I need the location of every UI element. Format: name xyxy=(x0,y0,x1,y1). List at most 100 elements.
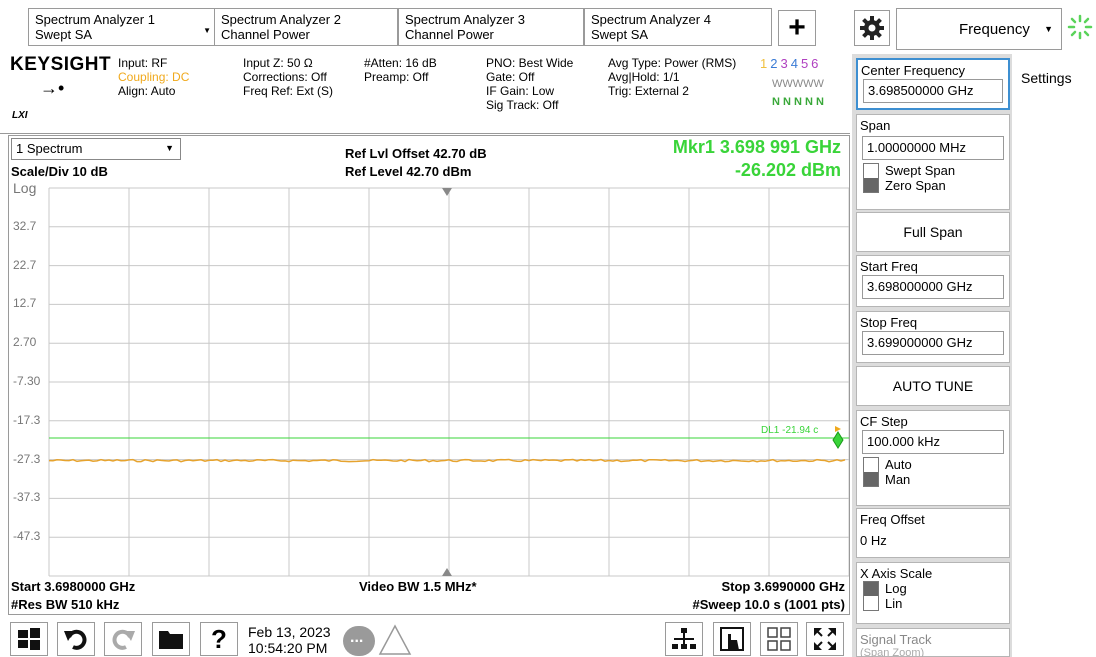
window-select[interactable]: 1 Spectrum ▼ xyxy=(11,138,181,160)
input-settings[interactable]: Input: RF Coupling: DC Align: Auto xyxy=(118,56,190,98)
maximize-button[interactable] xyxy=(806,622,844,656)
tab-spectrum-analyzer-4[interactable]: Spectrum Analyzer 4 Swept SA xyxy=(584,8,772,46)
chevron-down-icon: ▼ xyxy=(165,143,174,153)
softkey-panel: Center Frequency 3.698500000 GHz Span 1.… xyxy=(852,54,1012,657)
redo-button[interactable] xyxy=(104,622,142,656)
tab-spectrum-analyzer-2[interactable]: Spectrum Analyzer 2 Channel Power xyxy=(214,8,398,46)
auto-tune-button[interactable]: AUTO TUNE xyxy=(856,366,1010,406)
signal-track-softkey[interactable]: Signal Track (Span Zoom) xyxy=(856,628,1010,657)
trace-numbers[interactable]: 123456 xyxy=(760,56,822,71)
start-freq-softkey[interactable]: Start Freq 3.698000000 GHz xyxy=(856,255,1010,307)
center-marker-top-icon xyxy=(442,188,452,196)
cf-step-field[interactable]: 100.000 kHz xyxy=(862,430,1004,454)
trace-types: WWWWW xyxy=(772,78,824,90)
message-icon[interactable]: ... xyxy=(343,626,375,656)
settings-gear-button[interactable] xyxy=(854,10,890,46)
sweep-time[interactable]: #Sweep 10.0 s (1001 pts) xyxy=(692,597,845,612)
add-screen-button[interactable]: + xyxy=(778,10,816,46)
atten-settings[interactable]: #Atten: 16 dB Preamp: Off xyxy=(364,56,437,84)
file-manager-button[interactable] xyxy=(152,622,190,656)
start-freq-field[interactable]: 3.698000000 GHz xyxy=(862,275,1004,299)
folder-icon xyxy=(159,631,183,649)
redo-icon xyxy=(112,629,135,650)
windows-start-button[interactable] xyxy=(10,622,48,656)
start-frequency[interactable]: Start 3.6980000 GHz xyxy=(11,579,136,594)
scale-div: Scale/Div 10 dB xyxy=(11,164,108,179)
warning-triangle-icon[interactable] xyxy=(378,624,412,656)
tab-title: Spectrum Analyzer 2 xyxy=(221,12,341,27)
freq-offset-value: 0 Hz xyxy=(860,533,887,548)
y-tick-label: 2.70 xyxy=(13,335,37,350)
stop-freq-softkey[interactable]: Stop Freq 3.699000000 GHz xyxy=(856,311,1010,363)
input-connector-icon: →• xyxy=(40,78,65,98)
span-field[interactable]: 1.00000000 MHz xyxy=(862,136,1004,160)
center-frequency-softkey[interactable]: Center Frequency 3.698500000 GHz xyxy=(856,58,1010,110)
spectrum-window[interactable]: 1 Spectrum ▼ Ref Lvl Offset 42.70 dB Ref… xyxy=(8,135,850,615)
stop-freq-field[interactable]: 3.699000000 GHz xyxy=(862,331,1004,355)
touch-lock-button[interactable] xyxy=(713,622,751,656)
y-tick-label: -7.30 xyxy=(13,374,41,388)
menu-label: Frequency xyxy=(959,20,1030,38)
y-tick-label: 22.7 xyxy=(13,257,37,272)
display-line-label: DL1 -21.94 c xyxy=(761,425,819,436)
cf-step-softkey[interactable]: CF Step 100.000 kHz Auto Man xyxy=(856,410,1010,506)
date-time: Feb 13, 2023 10:54:20 PM xyxy=(248,624,331,656)
y-tick-label: -27.3 xyxy=(13,451,41,466)
windows-icon xyxy=(18,628,40,650)
y-tick-label: 32.7 xyxy=(13,218,37,233)
chevron-down-icon[interactable]: ▼ xyxy=(203,26,211,35)
video-bw[interactable]: Video BW 1.5 MHz* xyxy=(359,579,477,594)
y-tick-label: 12.7 xyxy=(13,296,37,311)
tab-spectrum-analyzer-1[interactable]: Spectrum Analyzer 1 Swept SA ▼ xyxy=(28,8,216,46)
full-span-button[interactable]: Full Span xyxy=(856,212,1010,252)
settings-panel: KEYSIGHT →• LXI Input: RF Coupling: DC A… xyxy=(0,54,850,134)
undo-icon xyxy=(64,629,87,650)
coupling-text: Coupling: DC xyxy=(118,70,190,84)
local-remote-button[interactable] xyxy=(665,622,703,656)
avg-settings[interactable]: Avg Type: Power (RMS) Avg|Hold: 1/1 Trig… xyxy=(608,56,737,98)
keysight-logo: KEYSIGHT xyxy=(10,54,112,75)
trace-1 xyxy=(48,458,846,463)
tab-subtitle: Swept SA xyxy=(35,27,93,42)
plus-icon: + xyxy=(788,11,806,44)
ref-level-offset: Ref Lvl Offset 42.70 dB xyxy=(345,146,487,161)
res-bw[interactable]: #Res BW 510 kHz xyxy=(11,597,120,612)
y-tick-label: -17.3 xyxy=(13,412,41,427)
undo-button[interactable] xyxy=(57,622,95,656)
x-axis-scale-softkey[interactable]: X Axis Scale Log Lin xyxy=(856,562,1010,624)
center-marker-bottom-icon xyxy=(442,568,452,576)
spectrum-graticule xyxy=(48,187,849,577)
trace-detectors: N N N N N xyxy=(772,96,824,108)
x-axis-scale-toggle[interactable]: Log Lin xyxy=(857,581,1009,611)
settings-tab[interactable]: Settings xyxy=(1021,70,1072,86)
tab-spectrum-analyzer-3[interactable]: Spectrum Analyzer 3 Channel Power xyxy=(398,8,584,46)
tab-title: Spectrum Analyzer 1 xyxy=(35,12,155,27)
menu-select[interactable]: Frequency ▼ xyxy=(896,8,1062,50)
tab-subtitle: Channel Power xyxy=(221,27,310,42)
freq-offset-softkey[interactable]: Freq Offset 0 Hz xyxy=(856,508,1010,558)
lxi-logo: LXI xyxy=(12,110,28,121)
marker-amplitude: -26.202 dBm xyxy=(734,160,841,180)
dl-arrow-icon xyxy=(835,426,841,432)
span-mode-toggle[interactable]: Swept Span Zero Span xyxy=(857,163,1009,193)
cf-step-mode-toggle[interactable]: Auto Man xyxy=(857,457,1009,487)
gear-icon xyxy=(860,16,884,40)
chevron-down-icon: ▼ xyxy=(1044,24,1053,34)
multi-view-button[interactable] xyxy=(760,622,798,656)
marker-diamond-icon xyxy=(832,431,844,449)
tab-title: Spectrum Analyzer 4 xyxy=(591,12,711,27)
marker-frequency: Mkr1 3.698 991 GHz xyxy=(672,137,841,157)
grid-view-icon xyxy=(767,627,791,651)
help-button[interactable]: ? xyxy=(200,622,238,656)
tab-subtitle: Swept SA xyxy=(591,27,649,42)
span-softkey[interactable]: Span 1.00000000 MHz Swept Span Zero Span xyxy=(856,114,1010,210)
pno-settings[interactable]: PNO: Best Wide Gate: Off IF Gain: Low Si… xyxy=(486,56,574,112)
network-icon xyxy=(672,628,696,649)
center-frequency-field[interactable]: 3.698500000 GHz xyxy=(863,79,1003,103)
tab-subtitle: Channel Power xyxy=(405,27,494,42)
question-mark-icon: ? xyxy=(211,623,227,654)
ref-level[interactable]: Ref Level 42.70 dBm xyxy=(345,164,472,179)
y-tick-label: -47.3 xyxy=(13,529,41,544)
stop-frequency[interactable]: Stop 3.6990000 GHz xyxy=(721,579,845,594)
input-z-settings[interactable]: Input Z: 50 Ω Corrections: Off Freq Ref:… xyxy=(243,56,334,98)
